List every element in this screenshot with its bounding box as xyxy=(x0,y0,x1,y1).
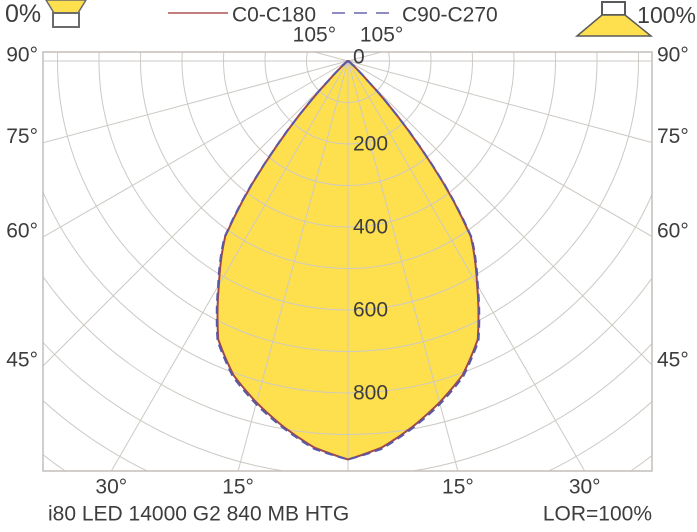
uplight-percent-label: 0% xyxy=(5,0,41,28)
angle-tick-right: 45° xyxy=(657,349,689,372)
grid-radial xyxy=(43,60,349,144)
radius-tick: 600 xyxy=(353,299,388,322)
grid-radial xyxy=(347,60,459,471)
angle-tick-right: 60° xyxy=(657,220,689,243)
radius-tick: 400 xyxy=(353,216,388,239)
angle-tick-bottom: 15° xyxy=(222,476,254,499)
downlight-icon xyxy=(574,1,654,37)
angle-tick-right: 75° xyxy=(657,125,689,148)
radius-tick: 0 xyxy=(353,46,365,69)
angle-tick-bottom: 30° xyxy=(569,476,601,499)
plot-frame xyxy=(42,51,653,472)
grid-radial xyxy=(347,60,652,366)
downlight-percent-label: 100% xyxy=(637,2,696,28)
curves-layer xyxy=(215,60,481,461)
grid-radial xyxy=(347,60,586,471)
radius-tick: 200 xyxy=(353,133,388,156)
angle-tick-bottom: 30° xyxy=(95,476,127,499)
product-title: i80 LED 14000 G2 840 MB HTG xyxy=(48,503,349,526)
lor-value: LOR=100% xyxy=(543,503,652,526)
grid-radial xyxy=(110,60,349,471)
grid-radial xyxy=(347,60,652,143)
grid-radial xyxy=(237,60,349,471)
radius-tick: 800 xyxy=(353,382,388,405)
angle-tick-left: 45° xyxy=(6,349,38,372)
angle-tick-top: 105° xyxy=(360,24,403,47)
tick-labels-layer: 90° 90° 75° 75° 60° 60° 45° 45° 15° 15° 30° 30° 105°… xyxy=(6,24,689,499)
grid-radial xyxy=(43,60,349,367)
legend-label-c90-c270: C90-C270 xyxy=(402,4,498,27)
angle-tick-left: 60° xyxy=(6,220,38,243)
angle-tick-left: 90° xyxy=(6,44,38,67)
angle-tick-right: 90° xyxy=(657,44,689,67)
angle-tick-top: 105° xyxy=(293,24,336,47)
intensity-curve-c90-c270 xyxy=(215,60,481,461)
legend-label-c0-c180: C0-C180 xyxy=(232,4,316,27)
grid-radial xyxy=(347,60,652,238)
angle-tick-bottom: 15° xyxy=(442,476,474,499)
legend: C0-C180 C90-C270 xyxy=(168,4,498,27)
grid-radial xyxy=(43,60,349,238)
uplight-icon xyxy=(45,0,87,28)
angle-tick-left: 75° xyxy=(6,125,38,148)
